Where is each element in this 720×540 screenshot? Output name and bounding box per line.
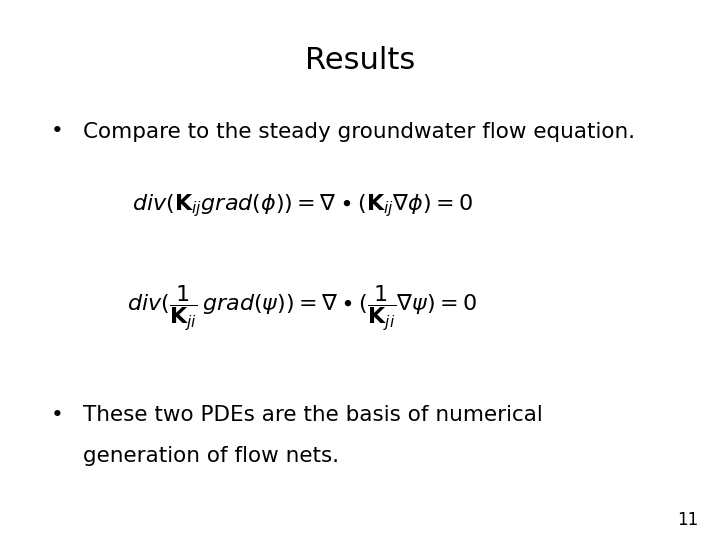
Text: generation of flow nets.: generation of flow nets. [83, 446, 339, 465]
Text: $div(\dfrac{1}{\mathbf{K}_{ji}}\,grad(\psi)) = \nabla \bullet (\dfrac{1}{\mathbf: $div(\dfrac{1}{\mathbf{K}_{ji}}\,grad(\p… [127, 283, 477, 333]
Text: •: • [50, 122, 63, 141]
Text: 11: 11 [677, 511, 698, 529]
Text: These two PDEs are the basis of numerical: These two PDEs are the basis of numerica… [83, 405, 543, 425]
Text: Compare to the steady groundwater flow equation.: Compare to the steady groundwater flow e… [83, 122, 635, 141]
Text: Results: Results [305, 46, 415, 75]
Text: $div(\mathbf{K}_{ij}grad(\phi)) = \nabla \bullet (\mathbf{K}_{ij} \nabla \phi) =: $div(\mathbf{K}_{ij}grad(\phi)) = \nabla… [132, 192, 473, 219]
Text: •: • [50, 405, 63, 425]
